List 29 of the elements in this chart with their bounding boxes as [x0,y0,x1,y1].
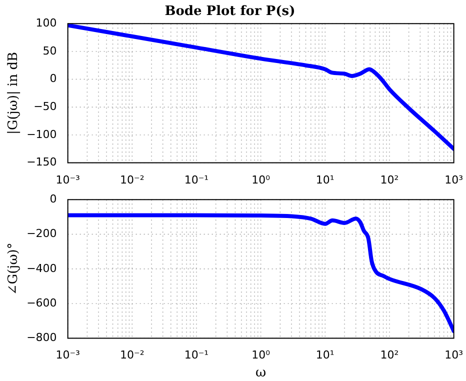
x-tick-label: 10⁻¹ [184,173,209,186]
y-tick-label: −600 [26,296,57,310]
y-axis-title: ∠G(jω)° [6,242,22,296]
x-tick-label: 10⁻² [120,173,144,186]
x-tick-label: 10³ [444,173,464,186]
y-tick-label: −200 [26,227,57,240]
y-tick-label: −50 [34,100,57,113]
y-tick-label: 0 [50,192,57,206]
y-tick-label: −150 [26,156,57,169]
y-tick-label: 0 [50,72,57,86]
y-axis-title: |G(jω)| in dB [6,52,22,134]
x-tick-label: 10⁻³ [56,173,80,186]
y-tick-label: −400 [26,262,57,275]
x-tick-label: 10¹ [316,348,334,362]
y-tick-label: 50 [42,44,57,58]
x-tick-label: 10⁻¹ [184,348,209,362]
y-tick-label: −800 [26,331,57,344]
y-tick-label: 100 [36,16,57,30]
x-tick-label: 10³ [444,348,464,362]
x-tick-label: 10⁰ [252,173,271,186]
x-tick-label: 10² [380,348,399,362]
x-tick-label: 10² [380,173,399,186]
y-tick-label: −100 [26,128,57,141]
x-tick-label: 10⁻² [120,348,144,362]
chart-title: Bode Plot for P(s) [164,4,296,20]
x-tick-label: 10⁻³ [56,348,80,362]
x-tick-label: 10⁰ [252,348,271,362]
x-tick-label: 10¹ [316,173,334,186]
x-axis-title: ω [256,366,266,381]
